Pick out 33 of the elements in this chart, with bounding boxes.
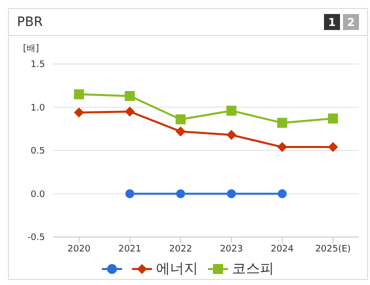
point	[124, 91, 135, 102]
x-tick-label: 2024	[270, 244, 294, 254]
legend-label: 코스피	[232, 260, 274, 278]
y-axis-title: [배]	[22, 43, 40, 54]
point	[226, 130, 236, 140]
y-tick-label: 0.0	[30, 190, 46, 200]
text: 2	[343, 14, 359, 30]
point	[278, 189, 287, 198]
chart-title: PBR	[17, 14, 43, 30]
point	[226, 189, 236, 198]
point	[74, 89, 84, 100]
x-tick-label: 2020	[68, 244, 91, 254]
point	[277, 142, 288, 152]
point	[125, 189, 134, 198]
y-tick-label: 1.5	[30, 60, 45, 70]
point	[124, 106, 135, 117]
text: 1	[324, 14, 340, 30]
point	[328, 142, 338, 152]
y-tick-label: -0.5	[27, 233, 45, 244]
y-tick-label: 0.5	[30, 146, 45, 157]
point	[176, 126, 186, 136]
point	[176, 189, 186, 198]
x-tick-label: 2021	[118, 244, 142, 254]
point	[328, 113, 338, 124]
legend-label: 에너지	[156, 260, 198, 278]
x-tick-label: 2025(E)	[315, 244, 351, 254]
y-tick-label: 1.0	[30, 103, 46, 114]
point	[74, 107, 84, 118]
point	[176, 114, 186, 124]
point	[277, 118, 288, 128]
point	[226, 106, 236, 116]
x-tick-label: 2023	[220, 244, 243, 254]
x-tick-label: 2022	[169, 244, 192, 254]
